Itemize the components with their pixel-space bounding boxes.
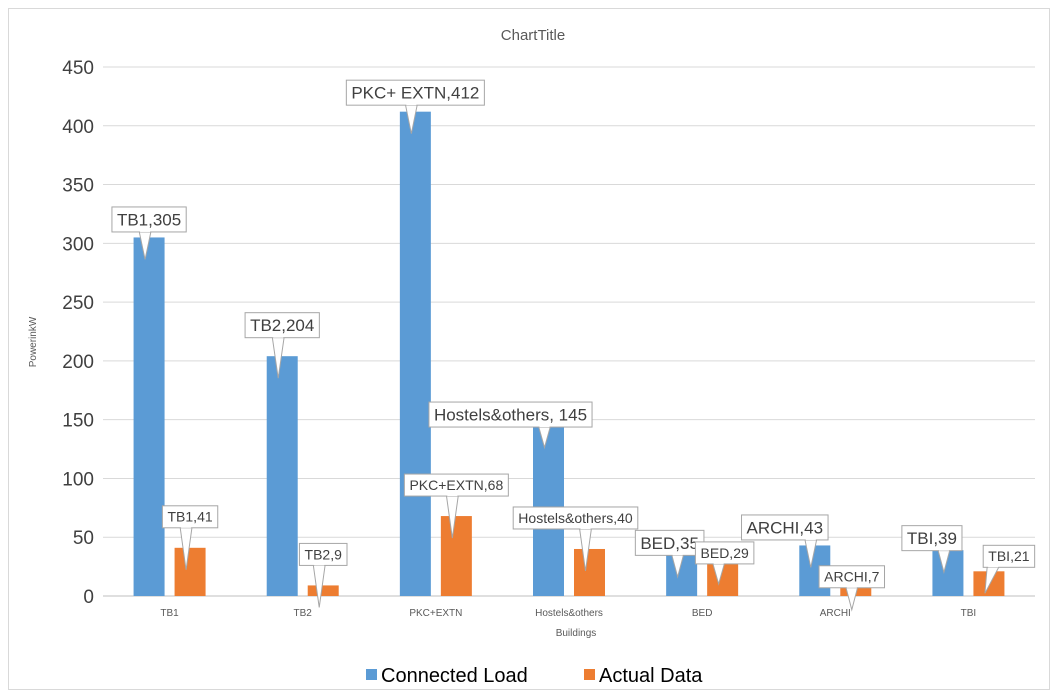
legend-swatch — [584, 669, 595, 680]
data-label: TB1,305 — [117, 210, 181, 229]
data-label-callout: ARCHI,7 — [818, 565, 886, 612]
x-tick-label: Hostels&others — [535, 608, 603, 619]
callout-box — [634, 529, 705, 556]
callout-box — [345, 79, 485, 106]
bar-actual-data — [574, 548, 605, 596]
data-label: TB2,9 — [305, 546, 343, 562]
y-axis-ticks: 0 50 100 150 200 250 300 350 400 450 — [62, 58, 94, 608]
callout-pointer — [845, 586, 859, 612]
data-label-callout: TB2,204 — [244, 312, 320, 379]
data-label: ARCHI,43 — [747, 518, 824, 537]
data-label: Hostels&others,40 — [518, 510, 633, 526]
data-label: Hostels&others, 145 — [434, 405, 587, 424]
callout-seam — [273, 335, 284, 338]
x-tick-label: TBI — [961, 608, 977, 619]
data-label-callout: TB2,9 — [298, 542, 348, 608]
callout-seam — [713, 561, 724, 564]
callout-box — [982, 544, 1036, 568]
data-label: TBI,39 — [907, 529, 957, 548]
data-label: TBI,21 — [988, 548, 1029, 564]
data-labels: TB1,305 TB2,204 PKC+ EXTN,412 Hostels&other… — [111, 79, 1036, 612]
x-axis-title: Buildings — [556, 628, 597, 639]
x-tick-label: PKC+EXTN — [409, 608, 462, 619]
callout-box — [111, 206, 187, 233]
data-label-callout: TBI,39 — [901, 525, 963, 575]
bar-actual-data — [174, 547, 206, 596]
callout-box — [512, 506, 639, 530]
callout-box — [428, 401, 593, 428]
callout-seam — [580, 526, 591, 529]
callout-box — [741, 514, 829, 541]
y-tick-label: 150 — [62, 411, 94, 432]
y-tick-label: 250 — [62, 293, 94, 314]
callout-seam — [447, 494, 458, 497]
legend-label: Connected Load — [381, 665, 528, 687]
x-axis-ticks: TB1 TB2 PKC+EXTN Hostels&others BED ARCHI TBI — [160, 608, 976, 619]
data-label-callout: PKC+EXTN,68 — [403, 473, 509, 539]
callout-seam — [539, 425, 550, 428]
data-label-callout: ARCHI,43 — [741, 514, 829, 568]
callout-seam — [406, 103, 417, 106]
data-label-callout: PKC+ EXTN,412 — [345, 79, 485, 134]
legend: Connected Load Actual Data — [366, 665, 703, 687]
gridlines — [103, 66, 1035, 597]
data-label-callout: Hostels&others, 145 — [428, 401, 593, 450]
data-label-callout: TB1,305 — [111, 206, 187, 260]
data-label-callout: Hostels&others,40 — [512, 506, 639, 572]
callout-seam — [805, 537, 816, 540]
bar-connected-load — [133, 237, 165, 596]
data-label-callout: TB1,41 — [161, 505, 219, 570]
x-tick-label: ARCHI — [820, 608, 851, 619]
legend-swatch — [366, 669, 377, 680]
callout-seam — [181, 525, 192, 528]
x-tick-label: TB1 — [160, 608, 179, 619]
callout-box — [244, 312, 320, 339]
data-label: BED,29 — [701, 545, 749, 561]
y-tick-label: 100 — [62, 469, 94, 490]
data-label: PKC+EXTN,68 — [409, 477, 503, 493]
data-label: PKC+ EXTN,412 — [351, 84, 479, 103]
callout-seam — [988, 565, 999, 568]
legend-label: Actual Data — [599, 665, 703, 687]
data-label: ARCHI,7 — [824, 569, 879, 585]
y-tick-label: 300 — [62, 234, 94, 255]
y-tick-label: 450 — [62, 58, 94, 79]
y-axis-title: PowerinkW — [28, 316, 39, 367]
data-label: TB1,41 — [168, 509, 213, 525]
data-label: BED,35 — [640, 534, 699, 553]
data-label-callout: BED,29 — [694, 541, 755, 586]
data-label-callout: BED,35 — [634, 529, 705, 579]
callout-seam — [672, 553, 683, 556]
data-label: TB2,204 — [250, 316, 314, 335]
x-tick-label: TB2 — [294, 608, 313, 619]
callout-seam — [846, 585, 857, 588]
y-tick-label: 350 — [62, 176, 94, 197]
y-tick-label: 400 — [62, 117, 94, 138]
bar-actual-data — [307, 585, 339, 596]
data-label-callout: TBI,21 — [982, 544, 1036, 594]
callout-seam — [140, 229, 151, 232]
callout-box — [901, 525, 963, 552]
callout-seam — [938, 548, 949, 551]
callout-seam — [314, 563, 325, 566]
x-tick-label: BED — [692, 608, 713, 619]
chart-title: ChartTitle — [501, 27, 565, 44]
bar-connected-load — [399, 111, 431, 596]
bar-connected-load — [266, 356, 298, 596]
bars — [133, 111, 1005, 596]
y-tick-label: 200 — [62, 352, 94, 373]
bar-actual-data — [440, 516, 472, 596]
callout-box — [694, 541, 755, 565]
y-tick-label: 50 — [73, 528, 94, 549]
y-tick-label: 0 — [83, 587, 94, 608]
